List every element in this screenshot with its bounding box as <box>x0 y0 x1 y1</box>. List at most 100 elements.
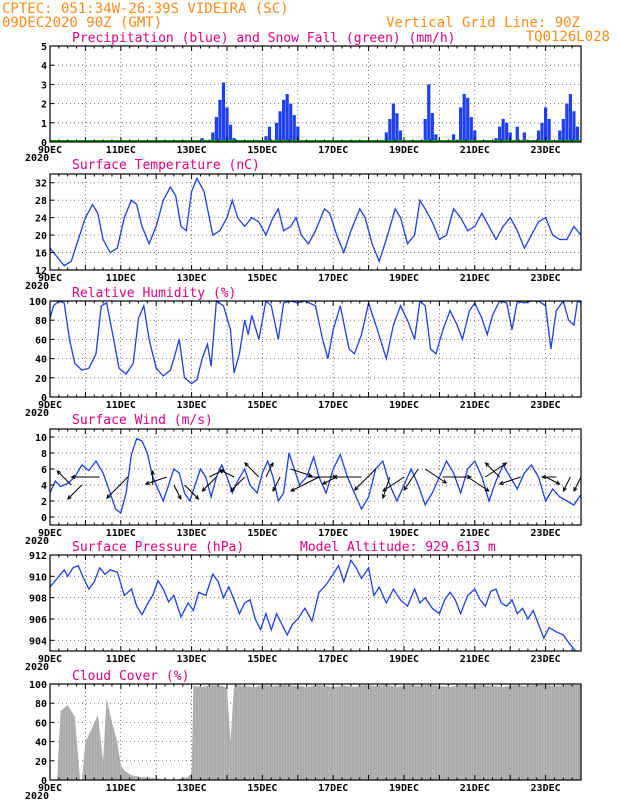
header-location: CPTEC: 051:34W-26:39S VIDEIRA (SC) <box>2 1 289 17</box>
y-tick-label: 20 <box>35 757 47 768</box>
x-tick-label: 21DEC <box>460 654 490 665</box>
x-tick-label: 23DEC <box>531 783 561 794</box>
wind-arrow-head <box>484 487 490 492</box>
y-tick-label: 80 <box>35 699 47 710</box>
y-tick-label: 100 <box>29 297 47 308</box>
y-tick-label: 910 <box>29 572 47 583</box>
wind-arrow <box>265 462 274 478</box>
wind-arrow <box>403 468 419 491</box>
precip-bar <box>462 94 466 142</box>
y-tick-label: 0 <box>41 513 47 524</box>
precip-bar <box>430 113 434 142</box>
precip-bar <box>228 124 233 142</box>
x-tick-label: 15DEC <box>247 528 277 539</box>
wind-arrow <box>424 468 447 484</box>
x-tick-label: 19DEC <box>389 273 419 284</box>
wind-arrow <box>290 468 312 477</box>
x-tick-label: 15DEC <box>247 273 277 284</box>
y-tick-label: 908 <box>29 594 47 605</box>
y-tick-label: 100 <box>29 680 47 691</box>
precip-bar <box>292 115 296 142</box>
wind-arrow <box>145 476 167 485</box>
panel-annotation: Model Altitude: 929.613 m <box>300 540 496 555</box>
y-tick-label: 0 <box>41 776 47 787</box>
precip-bar <box>391 103 395 142</box>
wind-arrow-head <box>498 480 504 486</box>
wind-arrow-head <box>381 493 386 500</box>
wind-arrow-head <box>562 486 567 493</box>
header-grid-note: Vertical Grid Line: 90Z <box>386 15 580 31</box>
wind-arrow <box>290 476 320 492</box>
x-tick-label: 17DEC <box>318 400 348 411</box>
precip-bar <box>398 130 403 142</box>
x-tick-label: 23DEC <box>531 654 561 665</box>
panel-cloud: 0 20 40 60 80 100 9DEC 11DEC 13DEC 15DEC 17DEC 19DE… <box>25 669 582 800</box>
wind-arrow <box>485 462 507 478</box>
x-tick-label: 19DEC <box>389 528 419 539</box>
precip-bar <box>501 118 505 142</box>
wind-arrow <box>485 462 500 478</box>
wind-arrow-head <box>541 474 547 480</box>
cloud-area <box>50 685 581 780</box>
wind-arrow-head <box>290 487 296 492</box>
precip-bar <box>384 132 388 142</box>
precip-bar <box>388 118 392 142</box>
panel-title: Surface Pressure (hPa) <box>72 540 244 555</box>
precip-bar <box>434 134 438 142</box>
wind-arrow <box>322 476 337 485</box>
wind-arrow <box>219 469 235 478</box>
x-year-label: 2020 <box>25 281 49 292</box>
y-tick-label: 16 <box>35 249 47 260</box>
precip-bar <box>395 113 399 142</box>
x-tick-label: 19DEC <box>389 400 419 411</box>
y-tick-label: 904 <box>29 636 47 647</box>
plot-frame <box>49 45 582 143</box>
wind-arrow-head <box>307 472 313 478</box>
y-tick-label: 1 <box>41 119 47 130</box>
x-tick-label: 15DEC <box>247 654 277 665</box>
pressure-line <box>50 558 577 651</box>
precip-bar <box>572 111 576 142</box>
wind-arrow-head <box>555 480 561 485</box>
y-tick-label: 12 <box>35 266 47 277</box>
wind-arrow-head <box>150 469 155 475</box>
wind-arrow <box>272 476 281 492</box>
plot-frame <box>49 300 582 398</box>
y-tick-label: 32 <box>35 179 47 190</box>
x-tick-label: 11DEC <box>106 400 136 411</box>
wind-arrow <box>244 462 260 478</box>
x-tick-label: 23DEC <box>531 145 561 156</box>
wind-arrow <box>173 484 182 500</box>
wind-arrow <box>382 476 391 499</box>
precip-bar <box>473 130 477 142</box>
x-tick-label: 13DEC <box>177 528 207 539</box>
x-tick-label: 13DEC <box>177 400 207 411</box>
precip-bar <box>211 132 215 142</box>
precip-bar <box>565 103 569 142</box>
panel-pressure: 904 906 908 910 912 9DEC 11DEC 13DEC 15DEC 17DEC 1… <box>25 540 582 673</box>
precip-bar <box>561 118 565 142</box>
wind-arrow-head <box>382 487 388 492</box>
precip-bar <box>466 97 470 142</box>
x-tick-label: 17DEC <box>318 654 348 665</box>
y-tick-label: 5 <box>41 42 47 53</box>
y-tick-label: 40 <box>35 738 47 749</box>
plot-area <box>50 437 581 515</box>
x-tick-label: 15DEC <box>247 400 277 411</box>
wind-arrow-head <box>177 494 182 501</box>
y-tick-label: 6 <box>41 465 47 476</box>
plot-area <box>50 684 581 780</box>
precip-bar <box>568 94 572 142</box>
x-tick-label: 9DEC <box>38 654 62 665</box>
plot-area <box>50 558 577 651</box>
wind-arrow-head <box>321 480 327 485</box>
wind-arrow <box>56 470 72 486</box>
x-tick-label: 21DEC <box>460 400 490 411</box>
wind-arrow-head <box>502 462 508 467</box>
x-tick-label: 23DEC <box>531 400 561 411</box>
precip-bar <box>515 126 519 142</box>
y-tick-label: 2 <box>41 100 47 111</box>
precip-bar <box>427 84 431 142</box>
x-tick-label: 13DEC <box>177 273 207 284</box>
